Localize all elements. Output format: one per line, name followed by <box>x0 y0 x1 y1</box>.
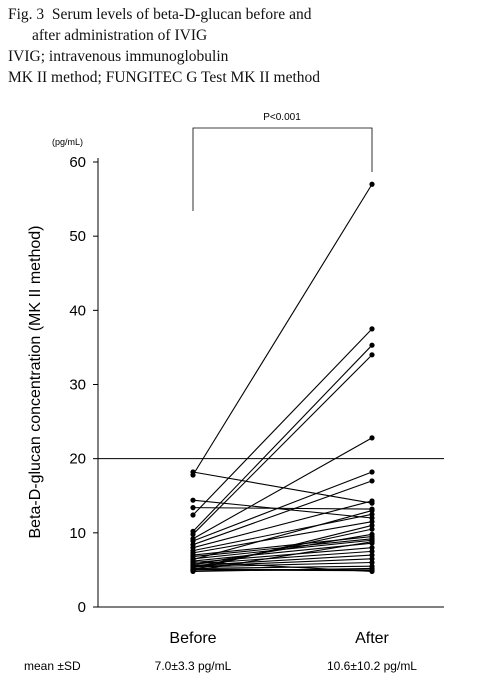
point-after <box>369 515 375 521</box>
pair-line <box>192 533 373 566</box>
pair-line <box>192 567 373 572</box>
point-after <box>369 326 375 332</box>
point-after <box>369 522 375 529</box>
pair-line <box>192 565 373 569</box>
point-after <box>369 552 375 558</box>
point-before <box>190 556 196 563</box>
point-after <box>369 548 375 554</box>
significance-bracket <box>192 127 373 211</box>
pair-line <box>192 344 373 532</box>
stats-label: mean ±SD <box>24 659 81 673</box>
point-after <box>369 342 375 348</box>
y-tick-label: 30 <box>69 377 86 394</box>
pair-line <box>192 500 373 549</box>
y-unit-label: (pg/mL) <box>52 137 83 147</box>
point-after <box>369 435 375 441</box>
pair-line <box>192 524 373 571</box>
point-before <box>190 562 196 568</box>
pair-line <box>192 528 373 569</box>
point-after <box>369 556 375 562</box>
pair-line <box>192 471 373 504</box>
pair-line <box>192 521 373 554</box>
caption-line-4: MK II method; FUNGITEC G Test MK II meth… <box>8 69 321 86</box>
y-tick-label: 0 <box>78 599 86 616</box>
caption-line-3: IVIG; intravenous immunoglobulin <box>8 48 229 65</box>
point-before <box>190 497 196 503</box>
y-tick-label: 50 <box>69 228 86 245</box>
chart-axes: 0 10 20 30 40 50 60 <box>69 127 444 616</box>
y-tick-label: 40 <box>69 302 86 319</box>
point-after <box>369 498 375 504</box>
y-tick-label: 60 <box>69 154 86 171</box>
point-after <box>369 545 375 551</box>
caption-line-1: Fig. 3 Serum levels of beta-D-glucan bef… <box>8 6 312 23</box>
pair-line <box>192 561 373 572</box>
y-tick-label: 10 <box>69 525 86 542</box>
point-after <box>369 568 375 575</box>
point-before <box>190 505 196 511</box>
point-after <box>369 511 375 517</box>
point-before <box>190 512 196 518</box>
point-before <box>190 538 196 544</box>
x-tick-before: Before <box>169 630 216 647</box>
pair-line <box>192 510 373 561</box>
pair-line <box>192 513 373 552</box>
data-points <box>190 181 375 575</box>
point-after <box>369 531 375 537</box>
y-tick-label: 20 <box>69 451 86 468</box>
point-after <box>369 352 375 358</box>
figure-caption: Fig. 3 Serum levels of beta-D-glucan bef… <box>8 4 470 88</box>
point-after <box>369 559 375 566</box>
pair-line <box>192 183 373 476</box>
point-after <box>369 507 375 514</box>
pair-line <box>192 437 373 540</box>
significance-label: P<0.001 <box>263 112 301 123</box>
pair-line <box>192 471 373 542</box>
stats-before: 7.0±3.3 pg/mL <box>155 659 232 673</box>
caption-line-2: after administration of IVIG <box>32 27 208 44</box>
point-after <box>369 469 375 475</box>
y-axis-title: Beta-D-glucan concentration (MK II metho… <box>27 225 44 538</box>
point-after <box>369 181 375 187</box>
point-before <box>190 531 196 537</box>
point-before <box>190 567 196 573</box>
point-before <box>190 472 196 478</box>
point-after <box>369 519 375 525</box>
pair-line <box>192 550 373 565</box>
pair-line <box>192 558 373 567</box>
paired-lines <box>192 183 373 572</box>
point-after <box>369 539 375 545</box>
point-after <box>369 478 375 484</box>
pair-line <box>192 354 373 535</box>
pair-line <box>192 480 373 546</box>
pair-line <box>192 541 373 572</box>
pair-line <box>192 328 373 516</box>
x-tick-after: After <box>355 630 389 647</box>
pair-line <box>192 499 373 519</box>
stats-after: 10.6±10.2 pg/mL <box>327 659 417 673</box>
chart-labels: (pg/mL) Beta-D-glucan concentration (MK … <box>24 112 417 673</box>
point-after <box>369 526 375 532</box>
